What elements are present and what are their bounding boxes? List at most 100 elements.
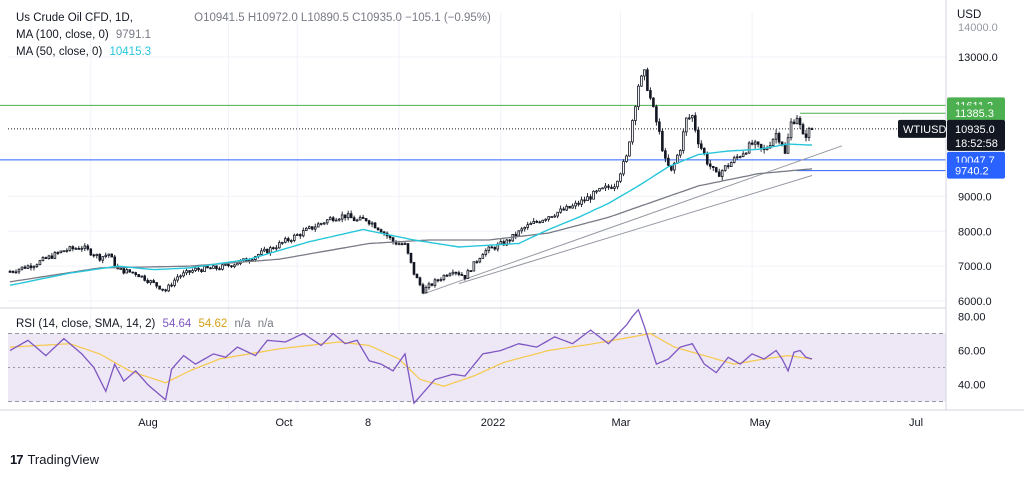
candle-up — [807, 128, 811, 138]
price-tick-label: 8000.0 — [958, 226, 992, 238]
candle-up — [433, 279, 437, 286]
candle-up — [221, 264, 224, 270]
rsi-tick-label: 80.00 — [958, 312, 986, 324]
candle-up — [556, 211, 559, 217]
candle-up — [741, 153, 745, 158]
candle-up — [370, 222, 374, 225]
candle-up — [601, 187, 604, 190]
candle-down — [717, 171, 721, 177]
candle-up — [427, 283, 431, 288]
candle-down — [436, 279, 440, 282]
candle-up — [553, 215, 556, 218]
candle-down — [454, 271, 458, 274]
candle-up — [487, 246, 491, 251]
candle-down — [134, 272, 137, 275]
time-tick-label: Jul — [909, 417, 923, 429]
candle-up — [634, 106, 637, 121]
candle-up — [529, 223, 532, 226]
candle-down — [406, 243, 410, 254]
candle-up — [616, 180, 619, 188]
candle-up — [290, 240, 293, 242]
tradingview-logo[interactable]: 17 TradingView — [10, 452, 99, 467]
ma50-legend[interactable]: MA (50, close, 0) 10415.3 — [16, 45, 151, 60]
symbol-title[interactable]: Us Crude Oil CFD, 1D, — [16, 12, 133, 24]
candle-down — [197, 267, 200, 271]
candle-up — [532, 220, 535, 224]
candle-up — [47, 255, 51, 259]
candle-down — [131, 271, 134, 274]
candle-up — [544, 218, 547, 221]
ma100-legend[interactable]: MA (100, close, 0) 9791.1 — [16, 28, 151, 43]
candle-up — [236, 263, 239, 266]
candle-down — [143, 275, 146, 281]
candle-up — [173, 279, 176, 286]
candle-down — [200, 269, 203, 272]
candle-up — [424, 287, 428, 294]
candle-down — [460, 274, 464, 276]
candle-down — [646, 69, 649, 91]
price-tick-label: 13000.0 — [958, 52, 998, 64]
price-tick-label: 9000.0 — [958, 191, 992, 203]
candle-down — [705, 153, 709, 165]
candle-up — [625, 155, 628, 162]
candle-down — [29, 265, 33, 269]
rsi-legend[interactable]: RSI (14, close, SMA, 14, 2) 54.64 54.62 … — [16, 317, 274, 332]
candle-up — [472, 261, 476, 272]
candle-down — [155, 282, 158, 287]
ma100-line — [9, 168, 813, 283]
candle-down — [562, 208, 565, 211]
candle-down — [798, 117, 802, 126]
candle-down — [750, 142, 754, 145]
candle-down — [23, 266, 27, 269]
candle-down — [493, 246, 497, 250]
candle-down — [343, 214, 347, 219]
candle-up — [676, 154, 679, 164]
candle-down — [589, 196, 592, 200]
candle-up — [505, 239, 509, 246]
candle-down — [801, 124, 805, 135]
candle-up — [771, 138, 775, 146]
candle-up — [292, 234, 296, 241]
candle-down — [287, 238, 290, 242]
candle-up — [685, 117, 688, 133]
candle-down — [400, 243, 404, 246]
candle-up — [523, 226, 527, 230]
candle-up — [337, 218, 341, 221]
candle-up — [212, 265, 215, 269]
ma50-value: 10415.3 — [109, 46, 152, 58]
candle-up — [295, 234, 299, 236]
candle-down — [538, 221, 541, 224]
candle-up — [316, 223, 320, 228]
candle-up — [101, 256, 105, 261]
candle-down — [113, 256, 117, 267]
candle-down — [535, 220, 538, 223]
horizontal-levels — [0, 104, 946, 172]
candle-down — [804, 133, 808, 138]
candle-up — [442, 274, 446, 280]
candle-up — [358, 216, 362, 221]
candle-down — [577, 202, 580, 205]
candle-down — [206, 265, 209, 269]
candle-up — [74, 248, 78, 250]
symbol-tag: WTIUSD — [903, 124, 946, 136]
price-tick-label: 7000.0 — [958, 261, 992, 273]
candle-down — [227, 263, 230, 267]
candle-up — [565, 205, 568, 211]
candle-down — [409, 252, 413, 263]
candle-up — [478, 257, 482, 263]
candle-down — [726, 165, 730, 168]
candle-up — [119, 268, 123, 270]
candle-down — [86, 245, 90, 250]
candle-down — [379, 229, 383, 233]
candle-down — [388, 235, 392, 239]
candle-down — [759, 143, 763, 149]
ma100-label: MA (100, close, 0) — [16, 29, 109, 41]
trendline-2 — [458, 174, 813, 285]
ohlc-values: O10941.5 H10972.0 L10890.5 C10935.0 −105… — [194, 12, 491, 24]
candle-down — [810, 128, 814, 130]
candle-down — [490, 246, 494, 249]
candle-up — [451, 271, 455, 275]
candle-up — [167, 284, 170, 292]
candle-down — [664, 150, 667, 159]
time-tick-label: May — [750, 417, 771, 429]
